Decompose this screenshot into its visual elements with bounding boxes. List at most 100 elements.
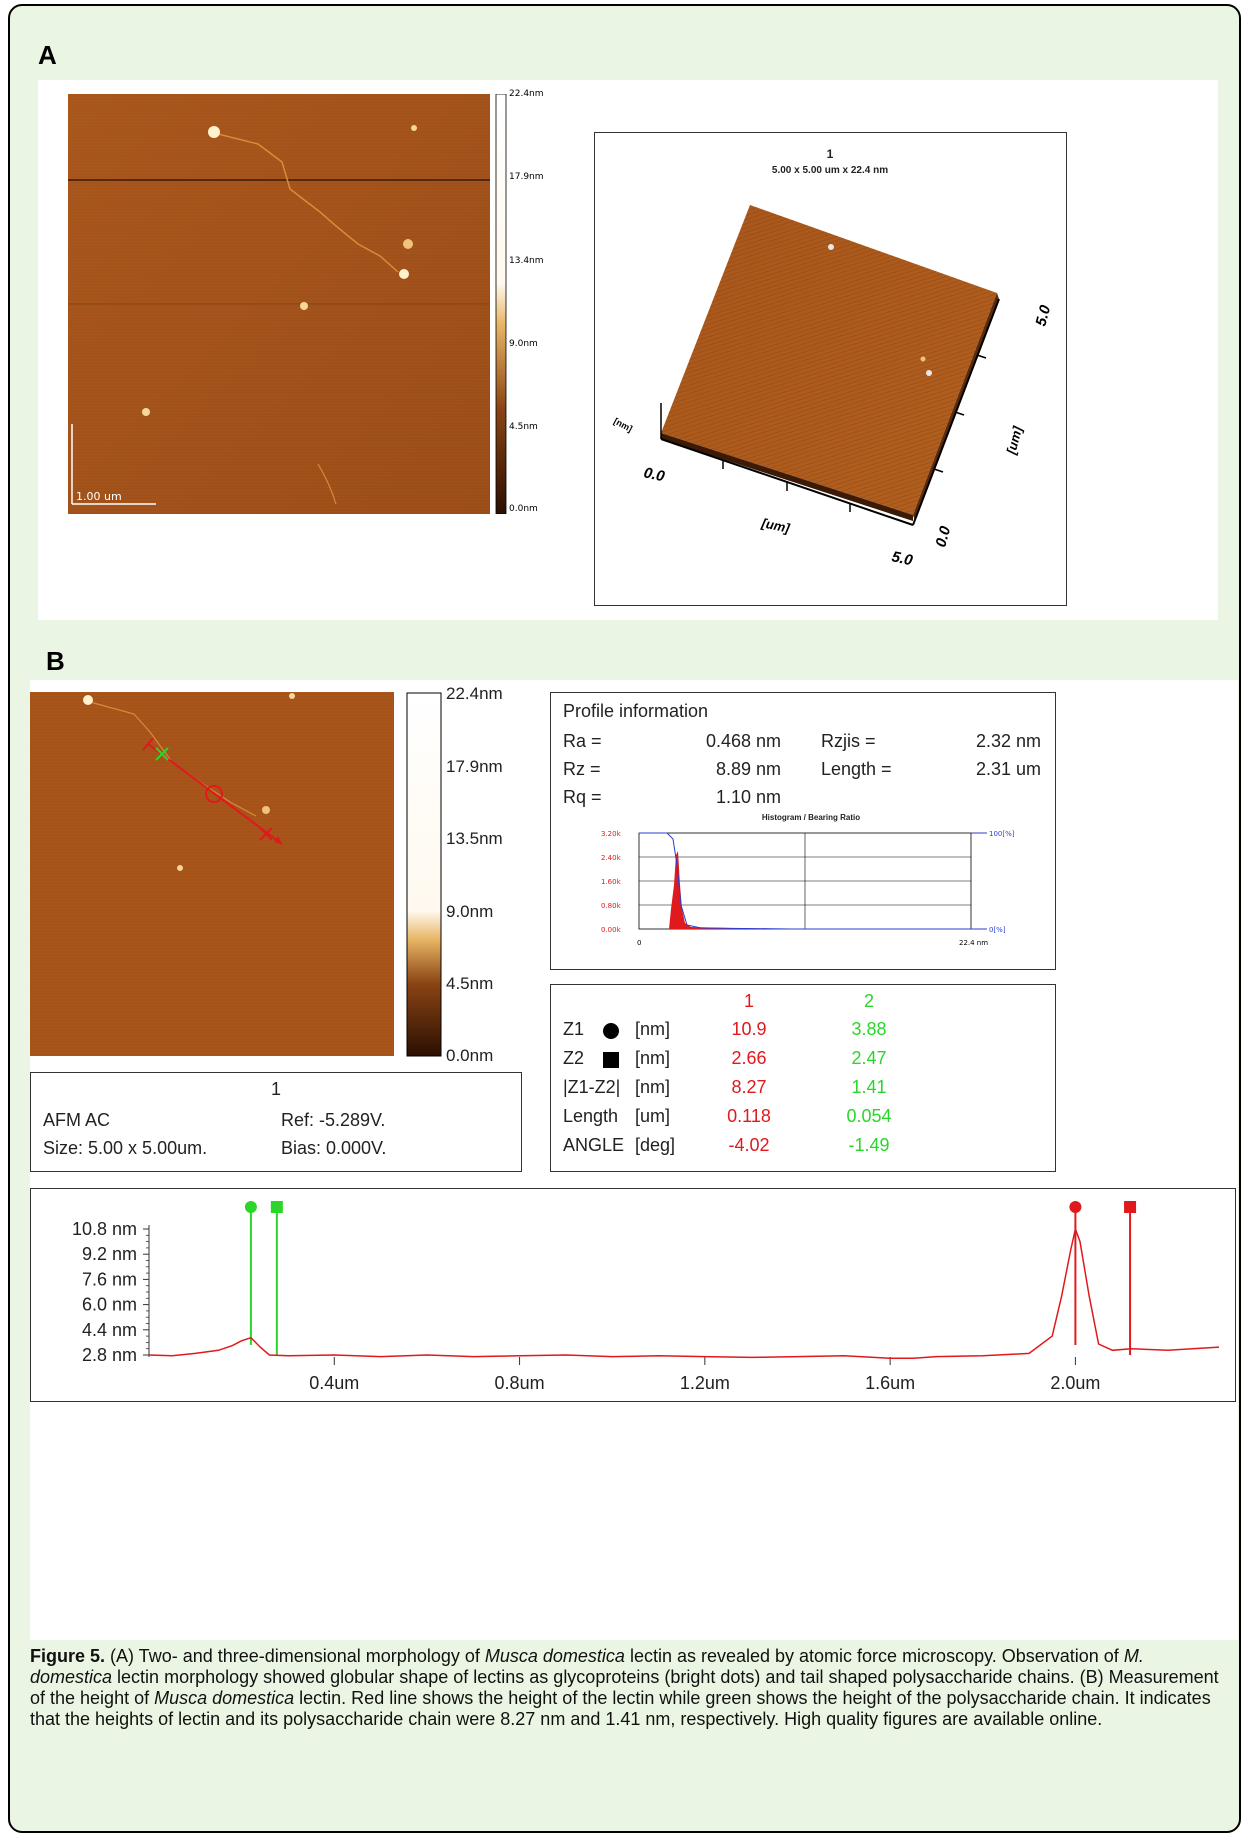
colorbar-b-tick: 13.5nm xyxy=(446,829,503,848)
histogram-y-tick: 0.80k xyxy=(601,902,622,910)
colorbar-a-tick: 13.4nm xyxy=(509,256,544,266)
caption-text: (A) Two- and three-dimensional morpholog… xyxy=(105,1646,485,1666)
x-tick-label: 1.6um xyxy=(865,1373,915,1393)
figure-caption: Figure 5. (A) Two- and three-dimensional… xyxy=(30,1646,1230,1730)
cursor-square-marker xyxy=(270,1201,283,1213)
height-profile-chart: 10.8 nm 9.2 nm 7.6 nm 6.0 nm 4.4 nm 2.8 nm 0.4… xyxy=(72,1201,1220,1393)
row-unit: [nm] xyxy=(635,1048,671,1068)
panel-b-label: B xyxy=(46,646,65,676)
colorbar-b-tick: 0.0nm xyxy=(446,1046,494,1065)
afm-b-image xyxy=(30,692,394,1056)
histogram-y-tick: 2.40k xyxy=(601,854,622,862)
image-info-ref: Ref: -5.289V. xyxy=(281,1110,386,1130)
image-info-title: 1 xyxy=(270,1079,281,1099)
x-tick-label: 1.2um xyxy=(680,1373,730,1393)
histogram-right-bottom: 0[%] xyxy=(989,926,1006,934)
row-value-2: 0.054 xyxy=(846,1106,892,1126)
image-info-box: 1 AFM AC Size: 5.00 x 5.00um. Ref: -5.28… xyxy=(30,1072,522,1172)
histogram-y-tick: 0.00k xyxy=(601,926,622,934)
x-tick-label: 0.8um xyxy=(495,1373,545,1393)
row-unit: [um] xyxy=(635,1106,671,1126)
lectin-dot xyxy=(399,269,409,279)
profile-line xyxy=(147,743,283,845)
profile-ra-label: Ra = xyxy=(563,731,602,751)
profile-rzjis-label: Rzjis = xyxy=(821,731,876,751)
row-value-1: 0.118 xyxy=(727,1106,771,1126)
histogram-y-tick: 3.20k xyxy=(601,830,622,838)
histogram-right-top: 100[%] xyxy=(989,830,1015,838)
row-value-2: 2.47 xyxy=(851,1048,887,1068)
afm-3d-x-unit: [um] xyxy=(759,515,791,536)
lectin-dot xyxy=(208,126,220,138)
afm-3d-x-start: 0.0 xyxy=(642,464,667,485)
figure-frame: A 1.00 um xyxy=(8,4,1241,1833)
row-unit: [deg] xyxy=(635,1135,676,1155)
colorbar-b-tick: 9.0nm xyxy=(446,902,494,921)
colorbar-a-tick: 17.9nm xyxy=(509,172,544,182)
table-col1-header: 1 xyxy=(743,991,754,1011)
profile-rzjis-value: 2.32 nm xyxy=(975,731,1041,751)
afm-3d-title: 1 xyxy=(826,147,834,161)
circle-marker-icon xyxy=(603,1023,619,1039)
x-tick-label: 0.4um xyxy=(309,1373,359,1393)
row-label: Z2 xyxy=(563,1048,585,1068)
image-info-bias: Bias: 0.000V. xyxy=(281,1138,387,1158)
caption-text: lectin morphology showed globular shape … xyxy=(30,1667,1219,1708)
row-value-2: 3.88 xyxy=(851,1019,887,1039)
caption-text: lectin as revealed by atomic force micro… xyxy=(624,1646,1124,1666)
profile-length-label: Length = xyxy=(821,759,892,779)
row-label: ANGLE xyxy=(563,1135,625,1155)
measurement-table: 1 2 Z1 [nm] 10.9 3.88 Z2 [nm] 2.66 2.47 … xyxy=(550,984,1056,1172)
cursor-circle-marker xyxy=(1069,1201,1082,1213)
cursor-circle-marker xyxy=(244,1201,257,1213)
colorbar-a-tick: 0.0nm xyxy=(509,504,538,514)
afm-3d-y-unit: [um] xyxy=(1003,424,1025,457)
histogram-x-start: 0 xyxy=(637,939,641,947)
profile-ra-value: 0.468 nm xyxy=(705,731,781,751)
table-col2-header: 2 xyxy=(863,991,874,1011)
afm-3d-panel: 1 5.00 x 5.00 um x 22.4 nm xyxy=(594,132,1067,606)
red-cursor-marker xyxy=(259,827,273,841)
row-label: |Z1-Z2| xyxy=(563,1077,621,1097)
colorbar-a-tick: 9.0nm xyxy=(509,339,538,349)
profile-info-title: Profile information xyxy=(563,701,709,721)
colorbar-a-tick: 22.4nm xyxy=(509,89,544,99)
scale-bar-label: 1.00 um xyxy=(76,490,122,503)
y-tick-label: 7.6 nm xyxy=(82,1269,137,1289)
profile-center-marker xyxy=(205,785,223,803)
row-unit: [nm] xyxy=(635,1077,671,1097)
profile-rz-label: Rz = xyxy=(563,759,601,779)
profile-rq-label: Rq = xyxy=(563,787,602,807)
profile-rz-value: 8.89 nm xyxy=(715,759,781,779)
row-value-1: -4.02 xyxy=(728,1135,770,1155)
histogram-chart: 3.20k 2.40k 1.60k 0.80k 0.00k 0 22.4 nm … xyxy=(601,830,1015,947)
afm-3d-x-end: 5.0 xyxy=(890,548,915,569)
afm-3d-z-unit: [nm] xyxy=(612,416,634,434)
colorbar-b xyxy=(406,692,442,1057)
row-label: Length xyxy=(563,1106,619,1126)
histogram-title: Histogram / Bearing Ratio xyxy=(761,813,861,822)
histogram-y-tick: 1.60k xyxy=(601,878,622,886)
image-info-mode: AFM AC xyxy=(43,1110,111,1130)
profile-line-series xyxy=(148,1226,1220,1359)
row-unit: [nm] xyxy=(635,1019,671,1039)
x-tick-label: 2.0um xyxy=(1050,1373,1100,1393)
colorbar-a xyxy=(495,94,507,514)
caption-species: M. domestica xyxy=(30,1646,1144,1687)
y-tick-label: 6.0 nm xyxy=(82,1295,137,1315)
colorbar-a-tick: 4.5nm xyxy=(509,422,538,432)
afm-3d-y-end: 5.0 xyxy=(1032,303,1054,328)
image-info-size: Size: 5.00 x 5.00um. xyxy=(43,1138,208,1158)
row-value-1: 2.66 xyxy=(731,1048,767,1068)
colorbar-b-tick: 22.4nm xyxy=(446,684,503,703)
histogram-x-end: 22.4 nm xyxy=(959,939,988,947)
row-value-1: 10.9 xyxy=(731,1019,767,1039)
histogram-bars xyxy=(669,851,805,929)
caption-species: Musca domestica xyxy=(484,1646,625,1666)
bearing-ratio-curve xyxy=(639,832,971,930)
colorbar-b-tick: 17.9nm xyxy=(446,757,503,776)
row-value-2: -1.49 xyxy=(848,1135,890,1155)
row-value-1: 8.27 xyxy=(731,1077,767,1097)
cursor-square-marker xyxy=(1124,1201,1137,1213)
panel-a-label: A xyxy=(38,40,57,70)
